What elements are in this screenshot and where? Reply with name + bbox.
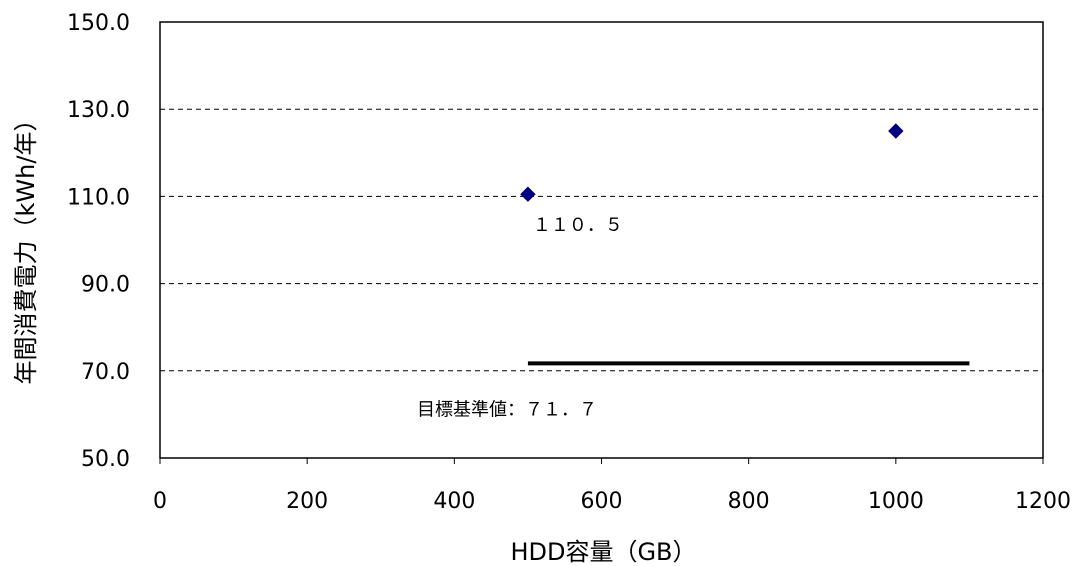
x-axis-ticks: 0 200 400 600 800 1000 1200 [153,458,1071,514]
data-point [888,123,904,139]
y-tick-label: 150.0 [67,11,130,36]
point-value-label: １１０．５ [533,215,623,236]
reference-value-label: 目標基準値：７１．７ [417,399,597,420]
x-tick-label: 1000 [868,489,924,514]
data-point [520,186,536,202]
plot-area [159,21,1044,459]
y-axis-ticks: 50.0 70.0 90.0 110.0 130.0 150.0 [67,11,130,472]
x-tick-label: 0 [153,489,167,514]
x-tick-label: 600 [581,489,623,514]
y-tick-label: 110.0 [67,185,130,210]
y-axis-title: 年間消費電力（kWh/年） [12,108,40,385]
y-tick-label: 130.0 [67,98,130,123]
x-axis-title: HDD容量（GB） [510,538,696,566]
x-tick-label: 200 [286,489,328,514]
y-tick-label: 50.0 [81,447,130,472]
data-points [520,123,904,202]
x-tick-label: 400 [433,489,475,514]
y-tick-label: 90.0 [81,273,130,298]
x-tick-label: 1200 [1015,489,1071,514]
y-tick-label: 70.0 [81,360,130,385]
grid-lines [160,108,1043,372]
x-tick-label: 800 [728,489,770,514]
